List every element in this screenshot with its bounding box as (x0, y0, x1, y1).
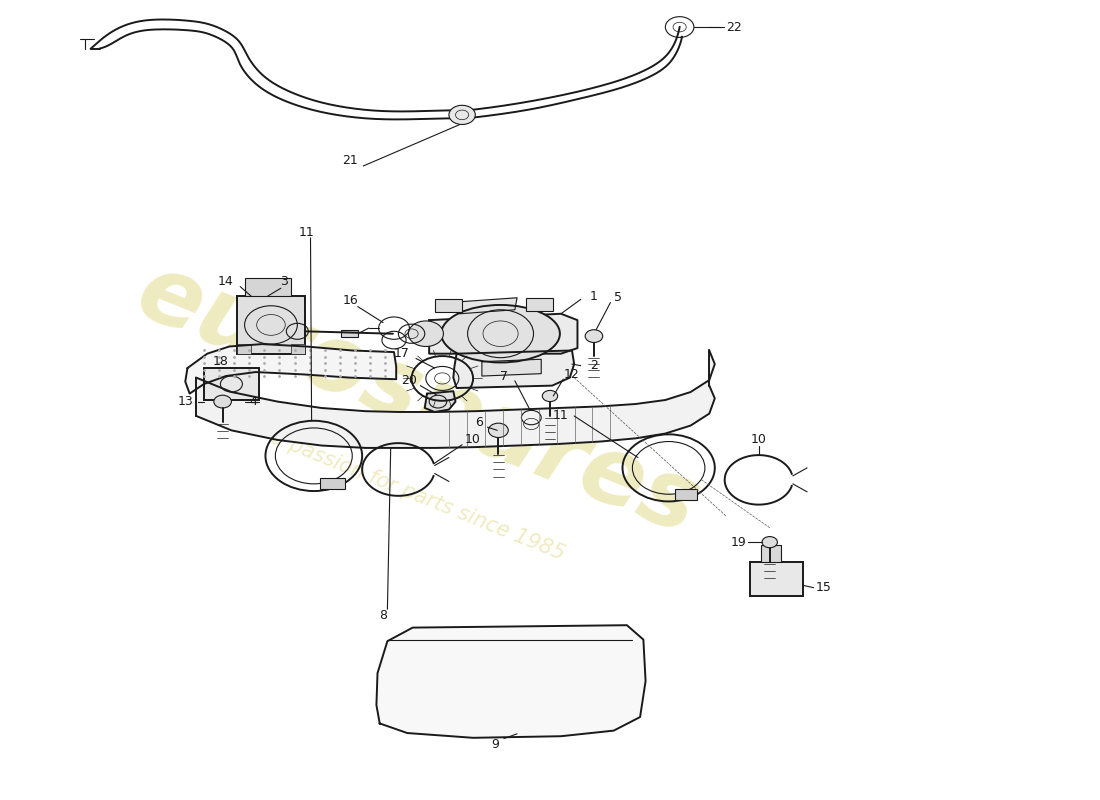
Text: 12: 12 (564, 368, 580, 381)
Circle shape (408, 321, 443, 346)
Polygon shape (453, 350, 574, 388)
Text: 17: 17 (394, 347, 409, 360)
Text: 11: 11 (553, 410, 569, 422)
Text: 8: 8 (379, 609, 387, 622)
Text: 10: 10 (751, 434, 767, 446)
Bar (320, 478, 344, 490)
Circle shape (762, 537, 778, 548)
Text: 15: 15 (816, 581, 832, 594)
Circle shape (213, 395, 231, 408)
Circle shape (542, 390, 558, 402)
Bar (236, 344, 251, 354)
Circle shape (449, 106, 475, 125)
Bar (244, 278, 290, 296)
Text: 22: 22 (726, 21, 741, 34)
Text: 5: 5 (614, 291, 623, 304)
Text: 2: 2 (590, 359, 598, 372)
Text: 18: 18 (212, 355, 229, 368)
Circle shape (488, 423, 508, 438)
Polygon shape (185, 344, 396, 394)
Text: 7: 7 (499, 370, 508, 382)
Bar (341, 330, 358, 337)
Bar (290, 344, 305, 354)
Text: 11: 11 (298, 226, 314, 238)
Polygon shape (482, 359, 541, 376)
Polygon shape (196, 350, 715, 448)
Bar (750, 562, 803, 596)
Bar (434, 299, 462, 312)
Bar (204, 368, 258, 400)
Bar (526, 298, 553, 310)
Text: 14: 14 (218, 275, 234, 288)
Text: eurospares: eurospares (124, 246, 713, 554)
Bar (236, 296, 305, 354)
Text: 20: 20 (402, 374, 417, 387)
Text: 6: 6 (475, 416, 483, 429)
Text: 16: 16 (342, 294, 358, 306)
Ellipse shape (441, 305, 560, 362)
Bar (675, 490, 697, 500)
Bar (761, 545, 781, 562)
Polygon shape (429, 314, 578, 354)
Text: a passion for parts since 1985: a passion for parts since 1985 (268, 427, 568, 564)
Text: 21: 21 (342, 154, 358, 167)
Polygon shape (425, 391, 455, 412)
Text: 19: 19 (732, 536, 747, 549)
Text: 10: 10 (465, 434, 481, 446)
Text: 4: 4 (250, 395, 257, 408)
Polygon shape (376, 626, 646, 738)
Circle shape (585, 330, 603, 342)
Text: 9: 9 (491, 738, 499, 751)
Text: 13: 13 (177, 395, 194, 408)
Text: 3: 3 (280, 275, 288, 288)
Text: 1: 1 (590, 290, 598, 302)
Polygon shape (460, 298, 517, 314)
